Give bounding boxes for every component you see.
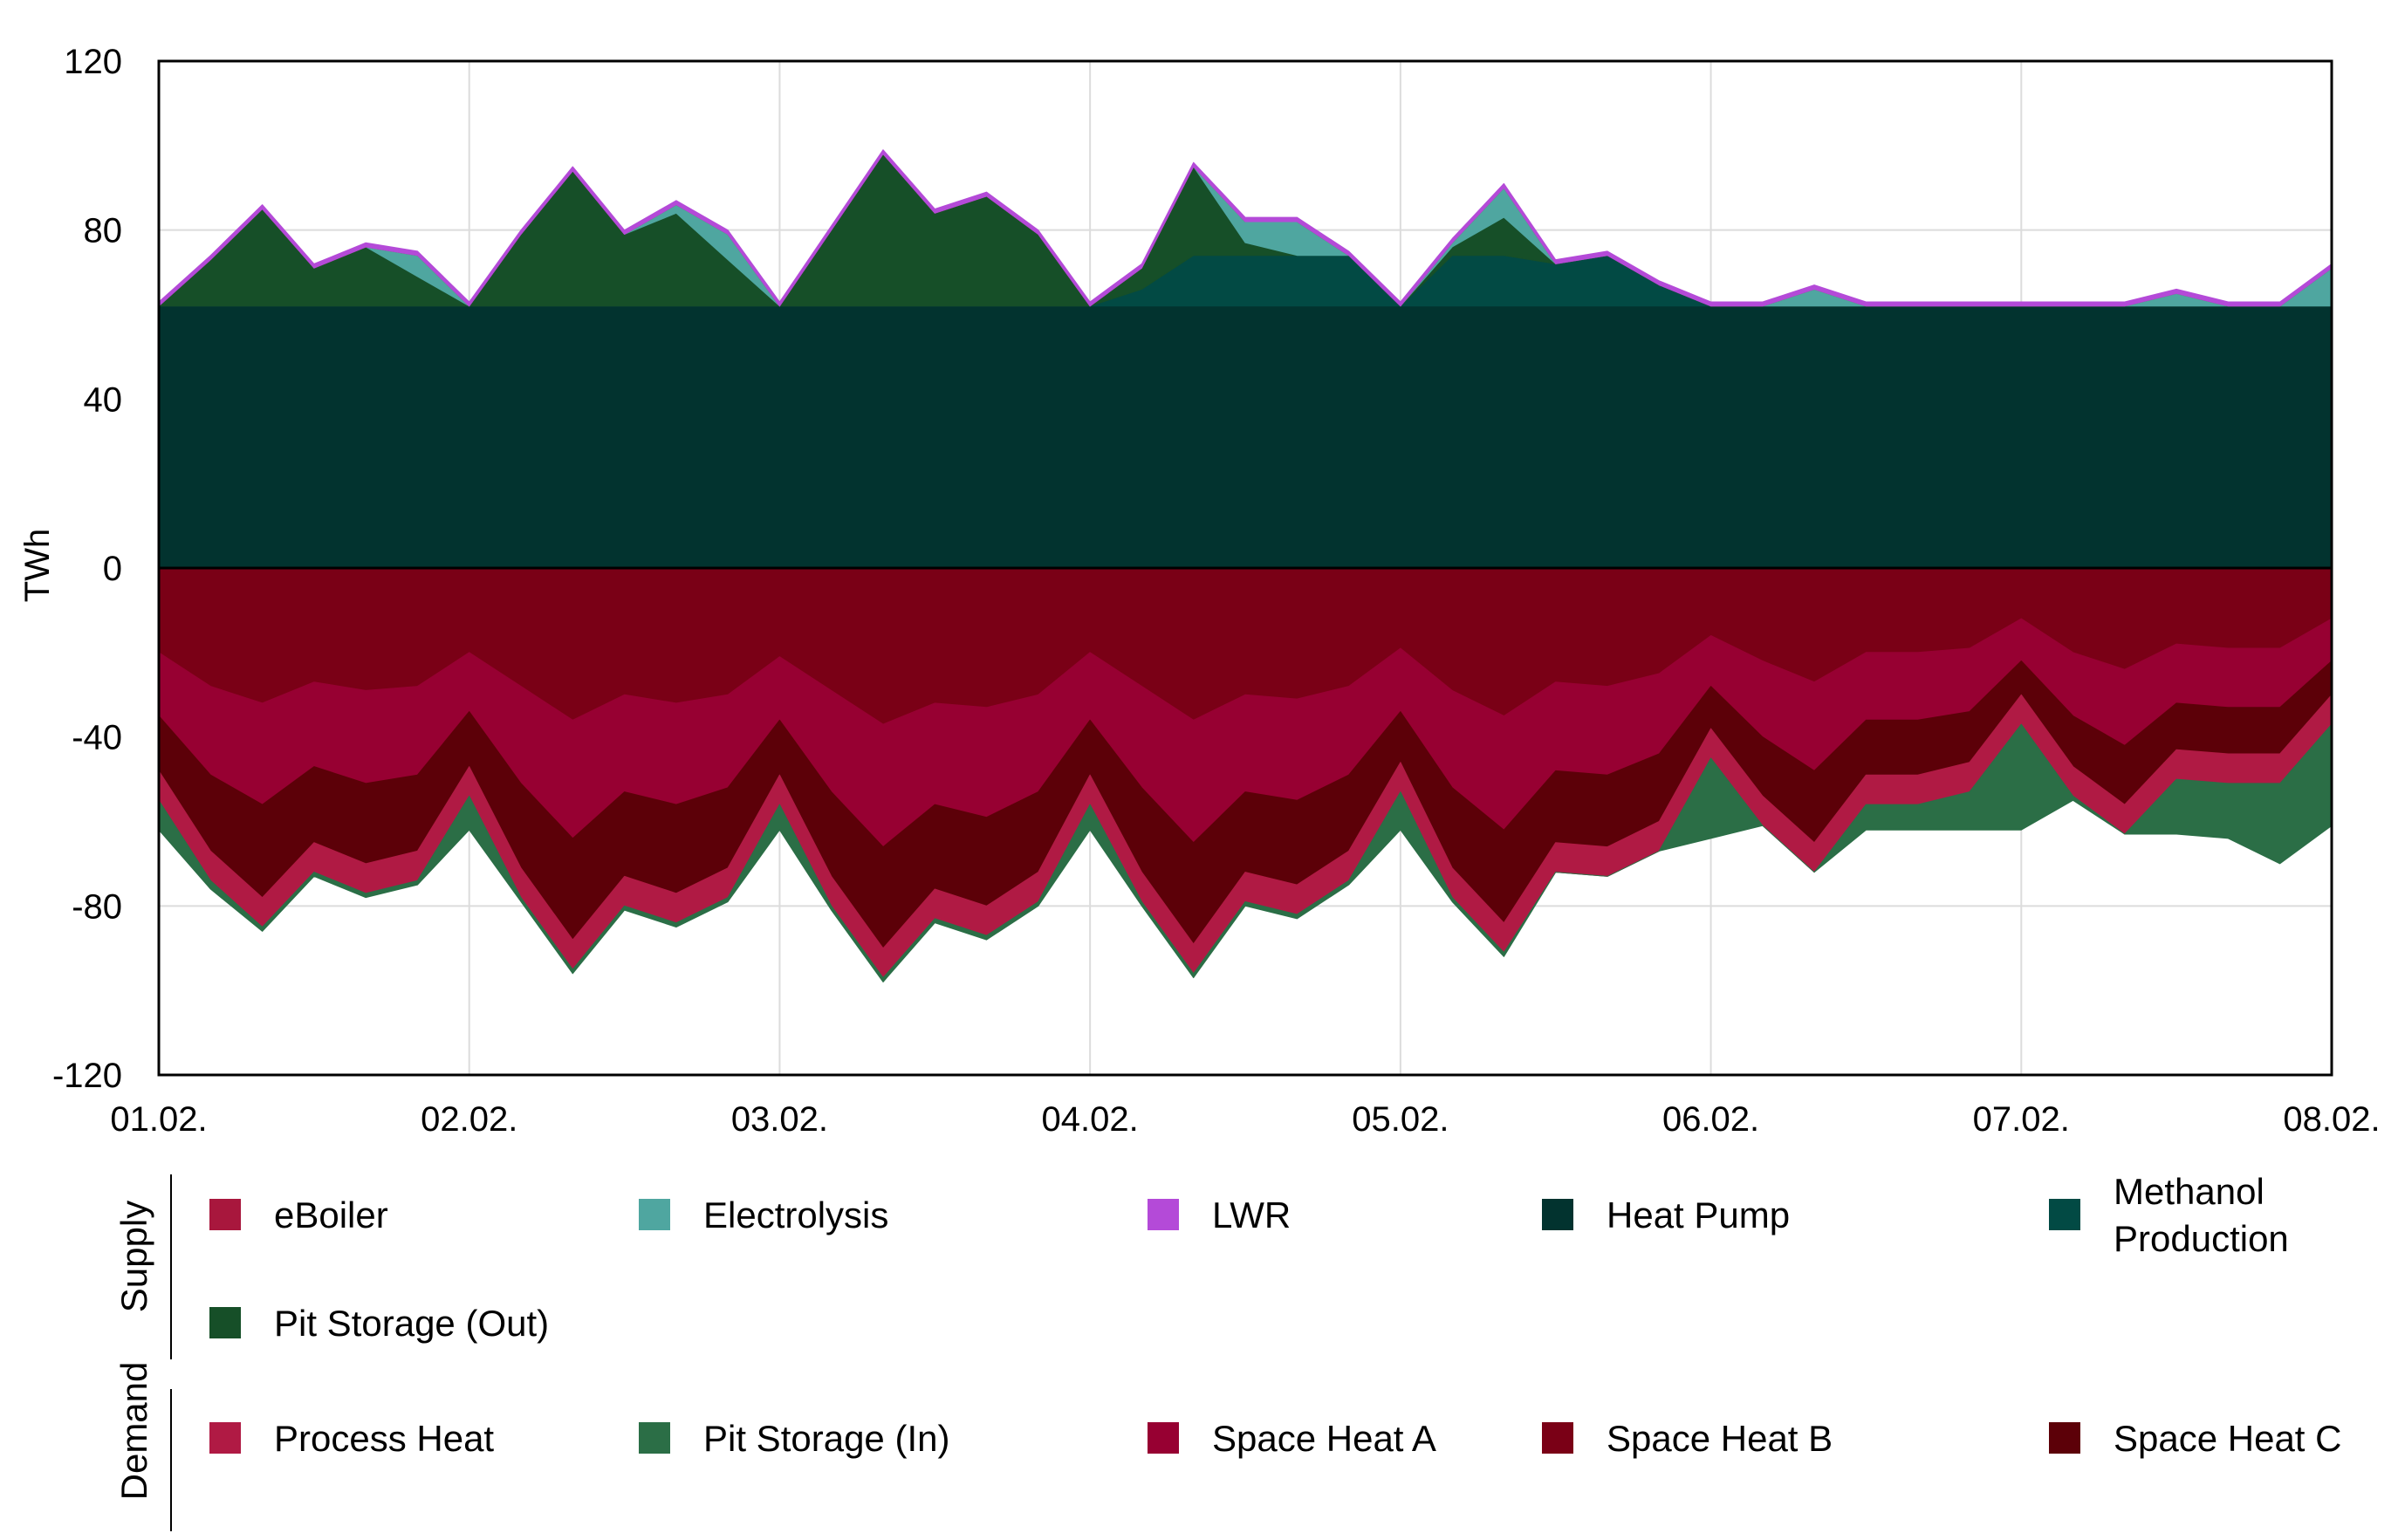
legend-supply-item-label: Electrolysis	[703, 1194, 888, 1235]
x-tick-label: 06.02.	[1662, 1100, 1759, 1139]
legend-supply-item-label: Methanol	[2114, 1171, 2264, 1212]
legend-supply-item-swatch	[639, 1199, 670, 1230]
legend-demand-item-label: Pit Storage (In)	[703, 1418, 949, 1459]
legend-demand-item-swatch	[1542, 1422, 1573, 1454]
legend-demand-item-swatch	[1148, 1422, 1179, 1454]
legend-demand-item-swatch	[639, 1422, 670, 1454]
legend-demand-item-label: Space Heat B	[1607, 1418, 1833, 1459]
y-axis-label: TWh	[18, 529, 57, 602]
legend-demand-item-label: Space Heat C	[2114, 1418, 2341, 1459]
legend-demand-item-swatch	[2049, 1422, 2080, 1454]
legend-demand-heading: Demand	[113, 1362, 154, 1501]
legend: Supply Demand eBoiler Electrolysis LWR Heat P…	[113, 1171, 2341, 1531]
y-tick-label: -120	[52, 1057, 122, 1095]
legend-demand-item-label: Process Heat	[274, 1418, 494, 1459]
plot-frame	[157, 59, 2333, 1077]
legend-demand-item-swatch	[209, 1422, 241, 1454]
legend-supply-item-swatch	[209, 1307, 241, 1338]
legend-supply-item-swatch	[2049, 1199, 2080, 1230]
supply-area-heat-pump	[158, 305, 2333, 569]
y-tick-label: 0	[103, 550, 122, 588]
legend-supply-heading: Supply	[113, 1201, 154, 1312]
legend-supply-item-swatch	[209, 1199, 241, 1230]
legend-supply-item-swatch	[1148, 1199, 1179, 1230]
x-tick-label: 08.02.	[2283, 1100, 2380, 1139]
legend-supply-item-swatch	[1542, 1199, 1573, 1230]
legend-supply-item-label: LWR	[1212, 1194, 1291, 1235]
x-tick-label: 05.02.	[1352, 1100, 1449, 1139]
legend-supply-item-label: Production	[2114, 1218, 2289, 1259]
legend-demand-item-label: Space Heat A	[1212, 1418, 1436, 1459]
legend-supply-item-label: eBoiler	[274, 1194, 388, 1235]
x-tick-label: 02.02.	[421, 1100, 517, 1139]
x-tick-label: 07.02.	[1973, 1100, 2070, 1139]
legend-supply-item-label: Heat Pump	[1607, 1194, 1790, 1235]
x-tick-label: 03.02.	[731, 1100, 828, 1139]
y-tick-label: 80	[84, 212, 123, 250]
y-tick-label: 120	[64, 43, 122, 81]
stacked-areas	[158, 149, 2333, 982]
x-tick-label: 04.02.	[1042, 1100, 1139, 1139]
y-tick-label: -80	[72, 887, 122, 926]
legend-supply-item-label: Pit Storage (Out)	[274, 1303, 549, 1344]
y-tick-label: 40	[84, 380, 123, 419]
y-tick-label: -40	[72, 719, 122, 757]
axes: 120 80 40 0 -40 -80 -120 01.02. 02.02. 03.02. 04.0…	[52, 43, 2381, 1139]
x-tick-label: 01.02.	[110, 1100, 207, 1139]
